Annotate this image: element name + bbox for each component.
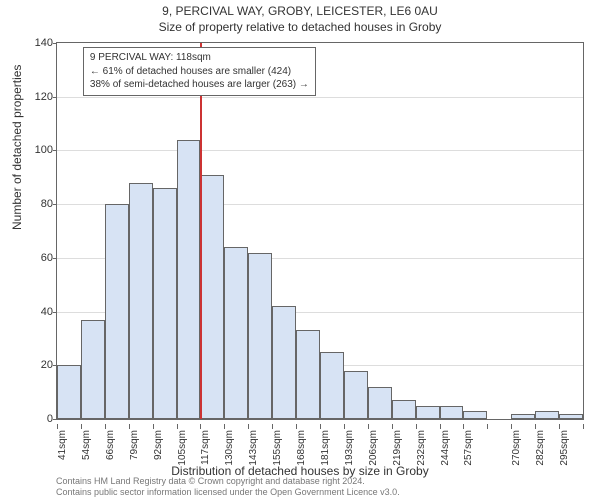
x-tick-label: 257sqm [463, 430, 474, 466]
y-tick-label: 140 [23, 37, 53, 49]
x-tick-label: 168sqm [296, 430, 307, 466]
chart-title-main: 9, PERCIVAL WAY, GROBY, LEICESTER, LE6 0… [0, 4, 600, 18]
y-tick-mark [53, 204, 57, 205]
x-tick-label: 206sqm [368, 430, 379, 466]
histogram-bar [463, 411, 487, 419]
histogram-bar [344, 371, 368, 419]
x-tick-label: 79sqm [129, 430, 140, 460]
histogram-bar [320, 352, 344, 419]
x-tick-label: 143sqm [248, 430, 259, 466]
x-tick-label: 117sqm [200, 430, 211, 465]
footer-line-2: Contains public sector information licen… [56, 487, 400, 498]
histogram-bar [511, 414, 535, 419]
callout-line: 9 PERCIVAL WAY: 118sqm [90, 51, 309, 65]
x-tick-mark [511, 424, 512, 429]
y-tick-label: 60 [23, 252, 53, 264]
histogram-bar [440, 406, 464, 419]
x-tick-mark [463, 424, 464, 429]
histogram-bar [392, 400, 416, 419]
histogram-bar [272, 306, 296, 419]
chart-title-sub: Size of property relative to detached ho… [0, 20, 600, 34]
x-tick-mark [440, 424, 441, 429]
histogram-bar [153, 188, 177, 419]
x-tick-mark [535, 424, 536, 429]
y-tick-label: 40 [23, 306, 53, 318]
x-tick-mark [177, 424, 178, 429]
x-tick-mark [296, 424, 297, 429]
x-tick-mark [392, 424, 393, 429]
histogram-bar [177, 140, 201, 419]
histogram-bar [105, 204, 129, 419]
x-tick-mark [416, 424, 417, 429]
chart-footer: Contains HM Land Registry data © Crown c… [56, 476, 400, 498]
y-tick-label: 120 [23, 91, 53, 103]
y-tick-mark [53, 43, 57, 44]
plot-area: 02040608010012014041sqm54sqm66sqm79sqm92… [56, 42, 584, 420]
y-tick-mark [53, 258, 57, 259]
histogram-bar [200, 175, 224, 419]
y-gridline [57, 150, 583, 151]
y-tick-mark [53, 97, 57, 98]
x-tick-mark [344, 424, 345, 429]
x-tick-mark [153, 424, 154, 429]
x-tick-label: 66sqm [105, 430, 116, 460]
histogram-bar [296, 330, 320, 419]
x-tick-mark [320, 424, 321, 429]
x-tick-mark [272, 424, 273, 429]
x-tick-mark [368, 424, 369, 429]
y-tick-label: 80 [23, 198, 53, 210]
y-axis-label: Number of detached properties [10, 65, 24, 230]
histogram-bar [535, 411, 559, 419]
x-tick-label: 295sqm [559, 430, 570, 466]
x-tick-label: 181sqm [320, 430, 331, 466]
y-tick-label: 100 [23, 144, 53, 156]
chart-container: 9, PERCIVAL WAY, GROBY, LEICESTER, LE6 0… [0, 0, 600, 500]
x-tick-label: 155sqm [272, 430, 283, 466]
x-tick-label: 105sqm [177, 430, 188, 466]
x-tick-mark [583, 424, 584, 429]
y-tick-mark [53, 419, 57, 420]
property-callout: 9 PERCIVAL WAY: 118sqm← 61% of detached … [83, 47, 316, 96]
footer-line-1: Contains HM Land Registry data © Crown c… [56, 476, 400, 487]
histogram-bar [368, 387, 392, 419]
x-tick-label: 232sqm [416, 430, 427, 466]
y-tick-label: 20 [23, 359, 53, 371]
x-tick-mark [559, 424, 560, 429]
histogram-bar [81, 320, 105, 419]
x-tick-mark [105, 424, 106, 429]
x-tick-mark [200, 424, 201, 429]
histogram-bar [416, 406, 440, 419]
histogram-bar [559, 414, 583, 419]
histogram-bar [57, 365, 81, 419]
x-tick-mark [224, 424, 225, 429]
x-tick-mark [129, 424, 130, 429]
property-marker-line [200, 43, 202, 419]
x-tick-mark [57, 424, 58, 429]
x-tick-label: 244sqm [440, 430, 451, 466]
histogram-bar [129, 183, 153, 419]
x-tick-label: 130sqm [224, 430, 235, 466]
x-tick-label: 41sqm [57, 430, 68, 460]
x-tick-label: 282sqm [535, 430, 546, 466]
x-tick-label: 270sqm [511, 430, 522, 466]
x-tick-mark [248, 424, 249, 429]
callout-line: ← 61% of detached houses are smaller (42… [90, 65, 309, 79]
y-tick-mark [53, 150, 57, 151]
y-gridline [57, 97, 583, 98]
x-tick-label: 92sqm [153, 430, 164, 460]
x-tick-label: 193sqm [344, 430, 355, 466]
callout-line: 38% of semi-detached houses are larger (… [90, 78, 309, 92]
y-tick-label: 0 [23, 413, 53, 425]
x-tick-label: 54sqm [81, 430, 92, 460]
y-tick-mark [53, 312, 57, 313]
histogram-bar [224, 247, 248, 419]
x-tick-mark [81, 424, 82, 429]
histogram-bar [248, 253, 272, 420]
x-tick-label: 219sqm [392, 430, 403, 466]
x-tick-mark [487, 424, 488, 429]
